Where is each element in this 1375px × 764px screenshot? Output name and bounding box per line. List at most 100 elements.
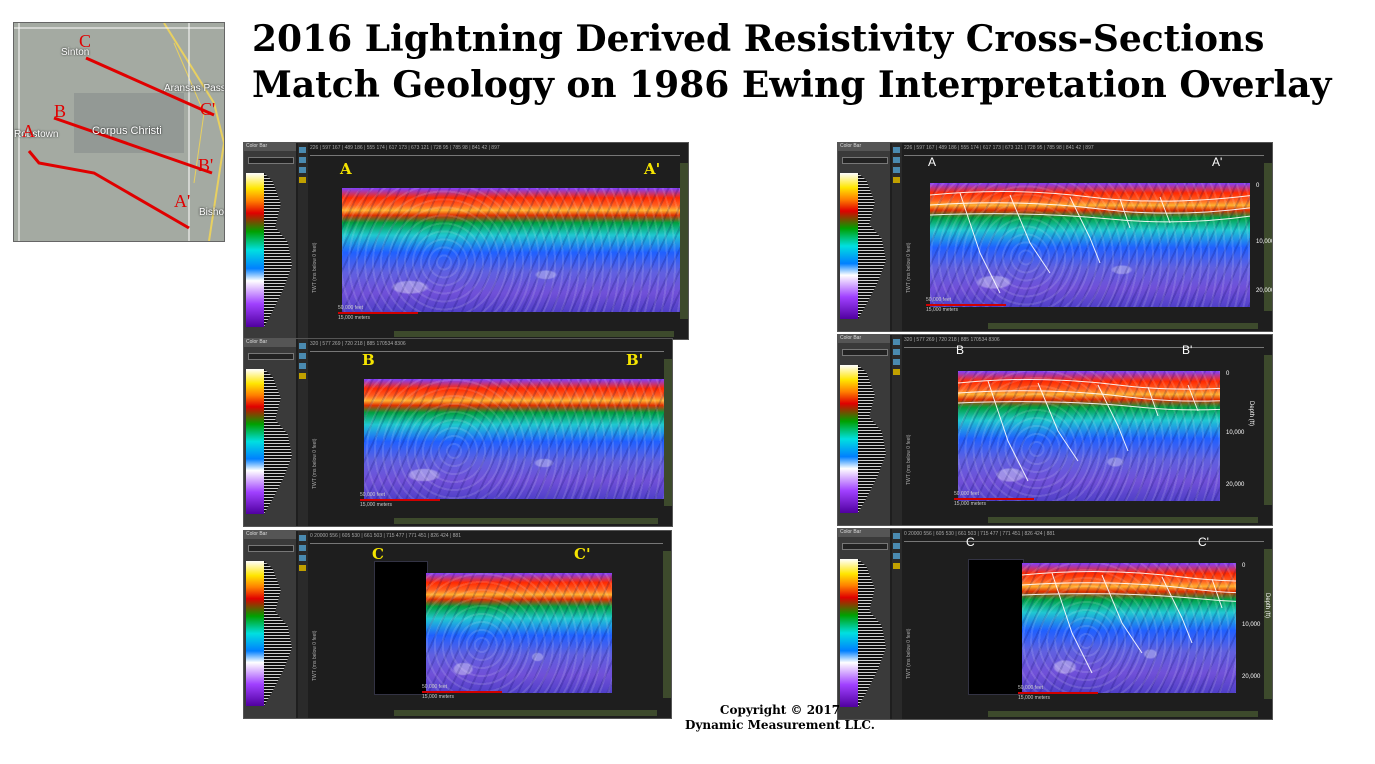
tool-icon[interactable] bbox=[299, 353, 306, 359]
colorbar-field[interactable] bbox=[248, 353, 294, 360]
tool-strip bbox=[892, 529, 902, 719]
tool-icon[interactable] bbox=[893, 177, 900, 183]
map-letter: B' bbox=[198, 155, 214, 175]
tool-icon[interactable] bbox=[893, 359, 900, 365]
tool-icon[interactable] bbox=[893, 553, 900, 559]
horizontal-scrollbar[interactable] bbox=[394, 710, 657, 716]
horizontal-scrollbar[interactable] bbox=[394, 518, 658, 524]
tool-icon[interactable] bbox=[299, 565, 306, 571]
map-letter: C' bbox=[200, 99, 216, 119]
twt-axis-label: TWT (ms below 0 feet) bbox=[906, 628, 912, 679]
tool-icon[interactable] bbox=[299, 343, 306, 349]
depth-tick: 10,000 bbox=[1256, 238, 1273, 245]
twt-axis-label: TWT (ms below 0 feet) bbox=[312, 630, 318, 681]
color-scale bbox=[840, 365, 858, 513]
tool-icon[interactable] bbox=[893, 339, 900, 345]
colorbar-field[interactable] bbox=[842, 543, 888, 550]
depth-axis-label: Depth (ft) bbox=[1264, 593, 1270, 619]
color-scale bbox=[246, 561, 264, 706]
colorbar-field[interactable] bbox=[842, 349, 888, 356]
resistivity-section bbox=[364, 379, 664, 499]
vertical-scrollbar[interactable] bbox=[664, 359, 672, 506]
tool-icon[interactable] bbox=[299, 177, 306, 183]
depth-tick: 0 bbox=[1226, 371, 1230, 377]
color-bar: Color Bar bbox=[244, 531, 296, 718]
color-bar: Color Bar bbox=[838, 335, 890, 525]
line-b bbox=[53, 116, 213, 175]
ewing-overlay bbox=[958, 378, 1220, 482]
tool-icon[interactable] bbox=[299, 555, 306, 561]
tool-icon[interactable] bbox=[893, 157, 900, 163]
place-label: Sinton bbox=[61, 47, 90, 58]
tool-icon[interactable] bbox=[893, 349, 900, 355]
copyright: Copyright © 2017 Dynamic Measurement LLC… bbox=[680, 703, 880, 733]
histogram bbox=[858, 365, 886, 513]
tool-strip bbox=[298, 531, 308, 718]
resistivity-section bbox=[1022, 563, 1236, 693]
ewing-overlay bbox=[930, 190, 1250, 294]
tool-icon[interactable] bbox=[893, 167, 900, 173]
vertical-scrollbar[interactable] bbox=[1264, 549, 1272, 699]
twt-axis-label: TWT (ms below 0 feet) bbox=[906, 434, 912, 485]
trace-ruler: 320 | 577 269 | 720 218 | 885 170534 830… bbox=[310, 341, 664, 352]
vertical-scrollbar[interactable] bbox=[680, 163, 688, 319]
vertical-scrollbar[interactable] bbox=[1264, 163, 1272, 311]
empty-section-area bbox=[374, 561, 428, 695]
tool-icon[interactable] bbox=[893, 543, 900, 549]
tool-icon[interactable] bbox=[893, 563, 900, 569]
scale-bar: 50,000 feet 15,000 meters bbox=[360, 492, 440, 508]
horizontal-scrollbar[interactable] bbox=[988, 323, 1258, 329]
colorbar-field[interactable] bbox=[248, 157, 294, 164]
tool-icon[interactable] bbox=[299, 545, 306, 551]
section-end-label: B' bbox=[626, 351, 644, 369]
section-end-label: A' bbox=[644, 160, 661, 178]
colorbar-field[interactable] bbox=[248, 545, 294, 552]
tool-icon[interactable] bbox=[893, 369, 900, 375]
tool-icon[interactable] bbox=[893, 533, 900, 539]
place-label: Bishop bbox=[199, 207, 225, 218]
map-letter: A bbox=[22, 121, 35, 141]
place-label: Corpus Christi bbox=[92, 125, 162, 137]
color-bar-title: Color Bar bbox=[840, 335, 862, 341]
trace-ruler: 320 | 577 269 | 720 218 | 885 170534 830… bbox=[904, 337, 1264, 348]
depth-tick: 20,000 bbox=[1256, 288, 1273, 295]
tool-icon[interactable] bbox=[299, 157, 306, 163]
map-letter: B bbox=[54, 101, 67, 121]
colorbar-field[interactable] bbox=[842, 157, 888, 164]
color-scale bbox=[246, 369, 264, 514]
tool-strip bbox=[892, 143, 902, 331]
tool-icon[interactable] bbox=[299, 373, 306, 379]
section-start-label: C bbox=[372, 545, 384, 563]
cross-section-panel: Color Bar 0 20000 556 | 605 530 | 661 50… bbox=[837, 528, 1273, 720]
section-start-label: A bbox=[928, 155, 937, 169]
color-bar-header: Color Bar bbox=[838, 335, 890, 343]
horizontal-scrollbar[interactable] bbox=[988, 711, 1258, 717]
scale-feet: 50,000 feet bbox=[338, 305, 364, 311]
twt-axis-label: TWT (ms below 0 feet) bbox=[312, 242, 318, 293]
histogram bbox=[858, 173, 886, 319]
tool-icon[interactable] bbox=[299, 167, 306, 173]
resistivity-section bbox=[426, 573, 612, 693]
vertical-scrollbar[interactable] bbox=[663, 551, 671, 698]
line-c bbox=[85, 56, 215, 117]
histogram bbox=[264, 369, 292, 514]
slide-title: 2016 Lightning Derived Resistivity Cross… bbox=[252, 16, 1367, 108]
trace-ruler: 0 20000 556 | 605 530 | 661 503 | 715 47… bbox=[904, 531, 1264, 542]
color-bar-header: Color Bar bbox=[244, 339, 296, 347]
cross-section-panel: Color Bar 320 | 577 269 | 720 218 | 885 … bbox=[243, 338, 673, 527]
vertical-scrollbar[interactable] bbox=[1264, 355, 1272, 505]
cross-section-panel: Color Bar 0 20000 556 | 605 530 | 661 50… bbox=[243, 530, 672, 719]
color-bar-title: Color Bar bbox=[840, 529, 862, 535]
tool-icon[interactable] bbox=[299, 147, 306, 153]
depth-tick: 10,000 bbox=[1242, 621, 1261, 628]
resistivity-section bbox=[342, 188, 682, 312]
ewing-overlay bbox=[1022, 570, 1236, 674]
horizontal-scrollbar[interactable] bbox=[988, 517, 1258, 523]
tool-icon[interactable] bbox=[299, 535, 306, 541]
horizontal-scrollbar[interactable] bbox=[394, 331, 674, 337]
tool-icon[interactable] bbox=[893, 147, 900, 153]
title-line-2: Match Geology on 1986 Ewing Interpretati… bbox=[252, 64, 1332, 106]
section-start-label: C bbox=[966, 535, 975, 549]
tool-icon[interactable] bbox=[299, 363, 306, 369]
section-start-label: B bbox=[956, 343, 965, 357]
